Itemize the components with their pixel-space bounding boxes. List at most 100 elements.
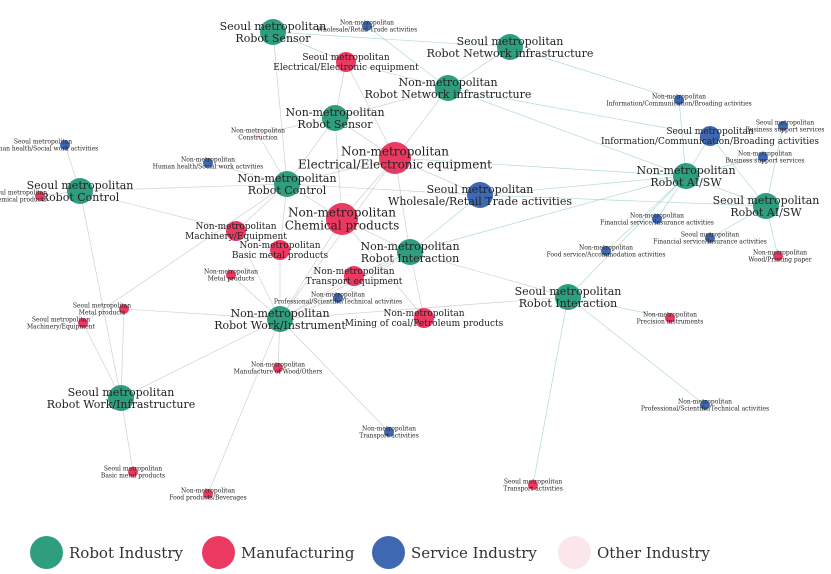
node-circle-smr_health[interactable]	[60, 140, 70, 150]
node-circle-smr_elec[interactable]	[336, 52, 356, 72]
node-circle-nmr_netinfra[interactable]	[435, 75, 461, 101]
node-circle-smr_info[interactable]	[700, 126, 720, 146]
node-circle-smr_workinfra[interactable]	[108, 385, 134, 411]
node-label-nmr_health-0: Non-metropolitan	[181, 157, 235, 164]
node-label-smr_metal-1: Metal products	[79, 310, 125, 317]
node-circle-nmr_metal[interactable]	[226, 270, 236, 280]
node-circle-nmr_precision[interactable]	[665, 313, 675, 323]
node-label-nmr_construction-0: Non-metropolitan	[231, 128, 285, 135]
node-circle-smr_transport_act[interactable]	[528, 480, 538, 490]
node-nmr_info[interactable]: Non-metropolitanInformation/Communicatio…	[606, 94, 751, 108]
node-circle-smr_finance[interactable]	[705, 233, 715, 243]
node-smr_elec[interactable]: Seoul metropolitanElectrical/Electronic …	[273, 52, 419, 73]
edge-nmr_wholesale-to-nmr_ai	[479, 175, 687, 196]
node-circle-nmr_ai[interactable]	[673, 163, 699, 189]
node-circle-smr_machinery[interactable]	[78, 318, 88, 328]
node-circle-nmr_wholesale[interactable]	[467, 182, 493, 208]
node-smr_info[interactable]: Seoul metropolitanInformation/Communicat…	[601, 126, 819, 147]
node-circle-nmr_mining[interactable]	[414, 308, 434, 328]
node-circle-smr_control[interactable]	[67, 178, 93, 204]
node-nmr_prof_right[interactable]: Non-metropolitanProfessional/Scientific/…	[641, 399, 769, 413]
node-circle-nmr_wood[interactable]	[273, 363, 283, 373]
node-nmr_prof[interactable]: Non-metropolitanProfessional/Scientific/…	[274, 292, 402, 306]
legend-item-other: Other Industry	[558, 536, 710, 569]
node-label-nmr_finance-1: Financial service/Insurance activities	[600, 220, 714, 227]
node-circle-smr_bizsupport[interactable]	[778, 121, 788, 131]
node-circle-nmr_control[interactable]	[274, 171, 300, 197]
node-circle-nmr_printing[interactable]	[773, 251, 783, 261]
node-circle-smr_sensor[interactable]	[260, 19, 286, 45]
node-circle-nmr_bizsupport[interactable]	[758, 152, 768, 162]
node-circle-smr_interaction[interactable]	[555, 284, 581, 310]
node-circle-nmr_info[interactable]	[674, 95, 684, 105]
edge-nmr_sensor-to-nmr_control	[286, 117, 336, 185]
node-circle-nmr_chem[interactable]	[326, 203, 358, 235]
node-circle-smr_basicmetal[interactable]	[128, 467, 138, 477]
node-label-nmr_bizsupport-1: Business support services	[726, 158, 805, 165]
node-circle-nmr_wholesale_top[interactable]	[362, 21, 372, 31]
node-label-nmr_interaction-0: Non-metropolitan	[360, 240, 459, 253]
node-label-nmr_printing-0: Non-metropolitan	[753, 250, 807, 257]
node-circle-nmr_transport_eq[interactable]	[344, 266, 364, 286]
node-circle-nmr_sensor[interactable]	[322, 105, 348, 131]
edge-smr_info-to-smr_ai	[709, 135, 767, 207]
node-circle-nmr_health[interactable]	[203, 158, 213, 168]
node-circle-nmr_food[interactable]	[203, 489, 213, 499]
node-circle-nmr_transport_act[interactable]	[384, 427, 394, 437]
node-circle-nmr_prof_right[interactable]	[700, 400, 710, 410]
node-circle-nmr_elec[interactable]	[379, 142, 411, 174]
node-circle-smr_chem[interactable]	[35, 191, 45, 201]
node-circle-smr_ai[interactable]	[753, 193, 779, 219]
node-circle-nmr_prof[interactable]	[333, 293, 343, 303]
node-circle-nmr_finance[interactable]	[652, 214, 662, 224]
node-circle-smr_netinfra[interactable]	[497, 34, 523, 60]
node-circle-nmr_workinst[interactable]	[267, 306, 293, 332]
node-circle-nmr_machinery[interactable]	[226, 221, 246, 241]
node-label-smr_control-0: Seoul metropolitan	[27, 179, 134, 192]
node-circle-smr_metal[interactable]	[119, 304, 129, 314]
node-circle-nmr_interaction[interactable]	[397, 239, 423, 265]
node-circle-nmr_foodservice[interactable]	[601, 246, 611, 256]
node-circle-nmr_construction[interactable]	[253, 129, 263, 139]
node-circle-nmr_basicmetal[interactable]	[270, 240, 290, 260]
